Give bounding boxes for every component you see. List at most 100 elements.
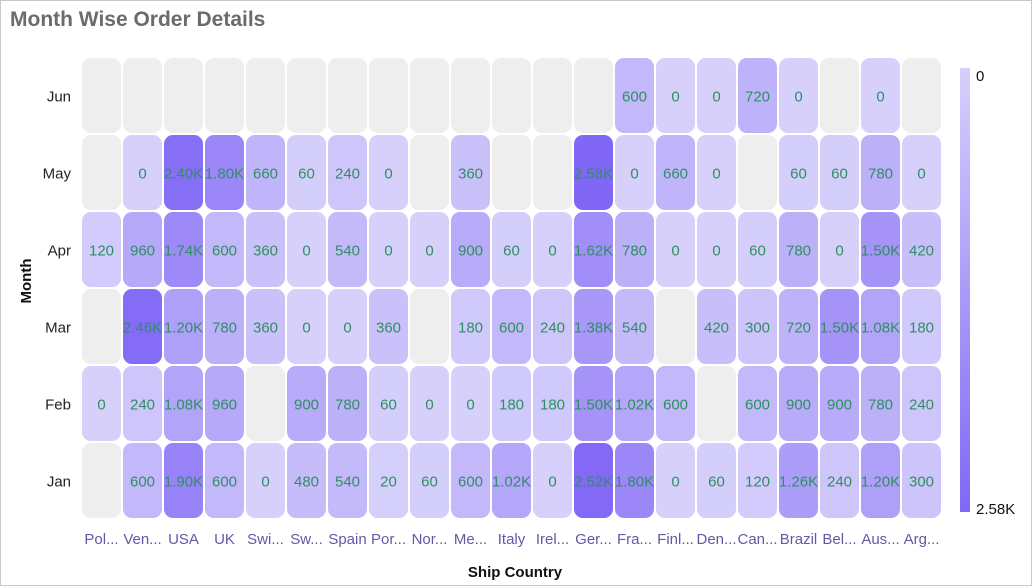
- heatmap-cell[interactable]: [328, 366, 367, 441]
- heatmap-cell[interactable]: [205, 289, 244, 364]
- heatmap-cell[interactable]: [615, 135, 654, 210]
- heatmap-cell[interactable]: [246, 443, 285, 518]
- heatmap-cell[interactable]: [451, 212, 490, 287]
- heatmap-cell[interactable]: [697, 135, 736, 210]
- heatmap-cell[interactable]: [779, 135, 818, 210]
- heatmap-cell[interactable]: [738, 289, 777, 364]
- heatmap-cell[interactable]: [902, 212, 941, 287]
- heatmap-cell[interactable]: [615, 58, 654, 133]
- heatmap-cell[interactable]: [287, 366, 326, 441]
- heatmap-cell[interactable]: [861, 289, 900, 364]
- heatmap-cell[interactable]: [328, 135, 367, 210]
- heatmap-cell[interactable]: [410, 58, 449, 133]
- heatmap-cell[interactable]: [82, 366, 121, 441]
- heatmap-cell[interactable]: [369, 443, 408, 518]
- heatmap-cell[interactable]: [410, 135, 449, 210]
- heatmap-cell[interactable]: [369, 58, 408, 133]
- heatmap-cell[interactable]: [205, 212, 244, 287]
- heatmap-cell[interactable]: [410, 289, 449, 364]
- heatmap-cell[interactable]: [287, 212, 326, 287]
- heatmap-cell[interactable]: [410, 212, 449, 287]
- heatmap-cell[interactable]: [492, 443, 531, 518]
- heatmap-cell[interactable]: [164, 135, 203, 210]
- heatmap-cell[interactable]: [164, 212, 203, 287]
- heatmap-cell[interactable]: [615, 289, 654, 364]
- heatmap-cell[interactable]: [902, 58, 941, 133]
- heatmap-cell[interactable]: [697, 212, 736, 287]
- heatmap-cell[interactable]: [738, 135, 777, 210]
- heatmap-cell[interactable]: [451, 289, 490, 364]
- heatmap-cell[interactable]: [410, 366, 449, 441]
- heatmap-cell[interactable]: [123, 289, 162, 364]
- heatmap-cell[interactable]: [738, 58, 777, 133]
- heatmap-cell[interactable]: [574, 366, 613, 441]
- heatmap-cell[interactable]: [328, 58, 367, 133]
- heatmap-cell[interactable]: [656, 443, 695, 518]
- heatmap-cell[interactable]: [369, 289, 408, 364]
- heatmap-cell[interactable]: [738, 212, 777, 287]
- heatmap-cell[interactable]: [287, 58, 326, 133]
- heatmap-cell[interactable]: [574, 443, 613, 518]
- heatmap-cell[interactable]: [533, 212, 572, 287]
- heatmap-cell[interactable]: [164, 366, 203, 441]
- heatmap-cell[interactable]: [738, 443, 777, 518]
- heatmap-cell[interactable]: [164, 289, 203, 364]
- heatmap-cell[interactable]: [82, 135, 121, 210]
- heatmap-cell[interactable]: [820, 212, 859, 287]
- heatmap-cell[interactable]: [246, 135, 285, 210]
- heatmap-cell[interactable]: [287, 135, 326, 210]
- heatmap-cell[interactable]: [533, 289, 572, 364]
- heatmap-cell[interactable]: [410, 443, 449, 518]
- heatmap-cell[interactable]: [574, 289, 613, 364]
- heatmap-cell[interactable]: [164, 58, 203, 133]
- heatmap-cell[interactable]: [205, 135, 244, 210]
- heatmap-cell[interactable]: [902, 366, 941, 441]
- heatmap-cell[interactable]: [246, 366, 285, 441]
- heatmap-cell[interactable]: [492, 212, 531, 287]
- heatmap-cell[interactable]: [779, 289, 818, 364]
- heatmap-cell[interactable]: [287, 443, 326, 518]
- heatmap-cell[interactable]: [82, 58, 121, 133]
- heatmap-cell[interactable]: [820, 58, 859, 133]
- heatmap-cell[interactable]: [533, 58, 572, 133]
- heatmap-cell[interactable]: [82, 289, 121, 364]
- heatmap-cell[interactable]: [246, 212, 285, 287]
- heatmap-cell[interactable]: [820, 443, 859, 518]
- heatmap-cell[interactable]: [451, 135, 490, 210]
- heatmap-cell[interactable]: [779, 443, 818, 518]
- heatmap-cell[interactable]: [492, 289, 531, 364]
- heatmap-cell[interactable]: [615, 366, 654, 441]
- heatmap-cell[interactable]: [697, 366, 736, 441]
- heatmap-cell[interactable]: [861, 212, 900, 287]
- heatmap-cell[interactable]: [820, 135, 859, 210]
- heatmap-cell[interactable]: [246, 289, 285, 364]
- heatmap-cell[interactable]: [656, 212, 695, 287]
- heatmap-cell[interactable]: [451, 443, 490, 518]
- heatmap-cell[interactable]: [902, 135, 941, 210]
- heatmap-cell[interactable]: [656, 58, 695, 133]
- heatmap-cell[interactable]: [123, 443, 162, 518]
- heatmap-cell[interactable]: [492, 58, 531, 133]
- heatmap-cell[interactable]: [779, 58, 818, 133]
- heatmap-cell[interactable]: [369, 135, 408, 210]
- heatmap-cell[interactable]: [328, 289, 367, 364]
- heatmap-cell[interactable]: [287, 289, 326, 364]
- heatmap-cell[interactable]: [902, 289, 941, 364]
- heatmap-cell[interactable]: [533, 135, 572, 210]
- heatmap-cell[interactable]: [697, 289, 736, 364]
- heatmap-cell[interactable]: [164, 443, 203, 518]
- heatmap-cell[interactable]: [205, 58, 244, 133]
- heatmap-cell[interactable]: [738, 366, 777, 441]
- heatmap-cell[interactable]: [246, 58, 285, 133]
- heatmap-cell[interactable]: [492, 135, 531, 210]
- heatmap-cell[interactable]: [82, 443, 121, 518]
- heatmap-cell[interactable]: [451, 366, 490, 441]
- heatmap-cell[interactable]: [205, 366, 244, 441]
- heatmap-cell[interactable]: [615, 443, 654, 518]
- heatmap-cell[interactable]: [697, 58, 736, 133]
- heatmap-cell[interactable]: [861, 58, 900, 133]
- heatmap-cell[interactable]: [328, 443, 367, 518]
- heatmap-cell[interactable]: [123, 212, 162, 287]
- heatmap-cell[interactable]: [861, 135, 900, 210]
- heatmap-cell[interactable]: [861, 443, 900, 518]
